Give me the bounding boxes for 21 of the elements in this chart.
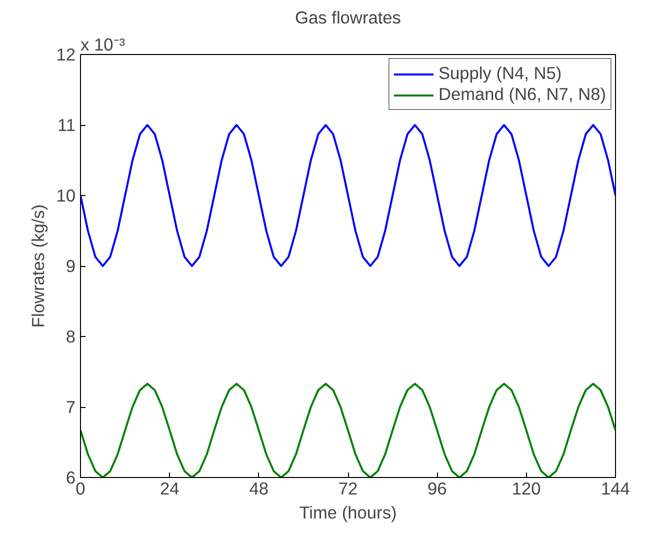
y-tick-label: 9 xyxy=(66,256,76,276)
legend-label: Supply (N4, N5) xyxy=(438,63,562,84)
x-tick-label: 96 xyxy=(428,478,447,498)
text: x 10⁻³ xyxy=(80,34,126,54)
y-tick-label: 7 xyxy=(66,397,76,417)
y-axis-title: Flowrates (kg/s) xyxy=(28,204,48,328)
legend-label: Demand (N6, N7, N8) xyxy=(438,84,606,105)
y-tick-label: 10 xyxy=(56,186,76,206)
x-tick-label: 24 xyxy=(160,478,180,498)
x-tick-label: 72 xyxy=(338,478,358,498)
x-tick-label: 48 xyxy=(249,478,268,498)
x-axis-title: Time (hours) xyxy=(299,502,397,522)
chart-title: Gas flowrates xyxy=(295,8,402,28)
line-series xyxy=(80,124,616,267)
y-tick-label: 8 xyxy=(66,326,76,346)
x-tick-label: 0 xyxy=(76,478,86,498)
y-tick-label: 12 xyxy=(56,44,76,64)
y-tick-label: 11 xyxy=(58,115,76,135)
x-tick-label: 120 xyxy=(512,478,541,498)
x-tick-label: 144 xyxy=(601,478,630,498)
y-tick-label: 6 xyxy=(66,468,76,488)
